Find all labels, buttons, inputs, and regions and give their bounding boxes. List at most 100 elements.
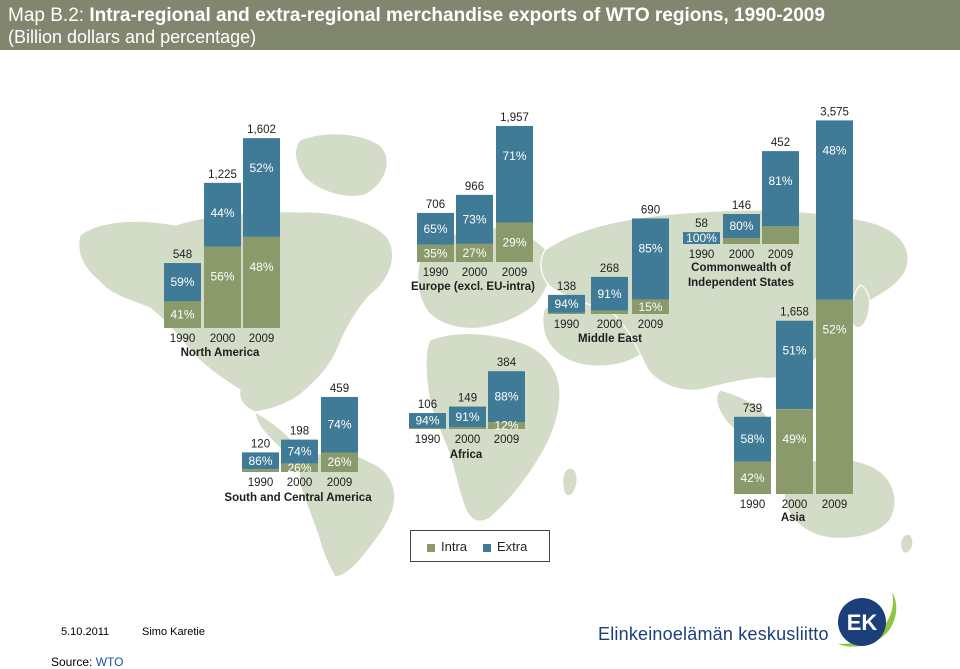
bar-intra — [409, 428, 446, 429]
total-label: 459 — [330, 383, 349, 395]
bar-extra — [762, 151, 799, 227]
source-note: Source: WTO — [51, 655, 123, 669]
bar-extra — [734, 416, 771, 462]
year-label: 1990 — [248, 477, 274, 489]
year-label: 2009 — [502, 267, 528, 279]
year-label: 2009 — [249, 333, 275, 345]
bar-extra — [281, 439, 318, 464]
total-label: 149 — [458, 393, 477, 405]
title-main: Intra-regional and extra-regional mercha… — [89, 5, 825, 26]
bar-intra — [734, 461, 771, 494]
year-label: 2009 — [822, 499, 848, 511]
legend-item-extra: Extra — [483, 539, 527, 554]
intra-pct-label: 48% — [249, 260, 273, 274]
region-label: Africa — [450, 449, 483, 461]
bar-extra — [683, 232, 720, 244]
year-label: 2000 — [782, 499, 808, 511]
bar-extra — [488, 371, 525, 423]
bar-extra — [321, 396, 358, 453]
year-label: 1990 — [740, 499, 766, 511]
extra-pct-label: 94% — [415, 414, 439, 428]
bar-intra — [417, 244, 454, 262]
footer-author: Simo Karetie — [142, 626, 205, 638]
total-label: 120 — [251, 438, 270, 450]
total-label: 452 — [771, 137, 790, 149]
intra-pct-label: 26% — [327, 455, 351, 469]
extra-pct-label: 88% — [494, 390, 518, 404]
bar-extra — [496, 125, 533, 223]
region-label: North America — [181, 347, 260, 359]
extra-pct-label: 91% — [455, 410, 479, 424]
extra-pct-label: 44% — [210, 206, 234, 220]
bar-intra — [488, 422, 525, 429]
year-label: 2009 — [768, 249, 794, 261]
bar-extra — [816, 120, 853, 300]
bar-intra — [496, 222, 533, 262]
bar-intra — [548, 312, 585, 314]
year-label: 2009 — [638, 319, 664, 331]
extra-pct-label: 85% — [638, 241, 662, 255]
total-label: 198 — [290, 426, 309, 438]
intra-pct-label: 12% — [494, 419, 518, 433]
year-label: 1990 — [423, 267, 449, 279]
bar-extra — [632, 218, 669, 300]
total-label: 138 — [557, 281, 576, 293]
source-link[interactable]: WTO — [95, 655, 124, 669]
legend: Intra Extra — [410, 530, 550, 562]
total-label: 3,575 — [820, 106, 849, 118]
total-label: 1,957 — [500, 112, 529, 124]
legend-swatch-extra — [483, 543, 491, 552]
total-label: 548 — [173, 249, 192, 261]
land-madagascar — [562, 467, 578, 497]
year-label: 2000 — [210, 333, 236, 345]
year-label: 2000 — [462, 267, 488, 279]
year-label: 2000 — [455, 434, 481, 446]
bar-extra — [776, 320, 813, 410]
bar-intra — [456, 243, 493, 262]
bar-extra — [242, 452, 279, 470]
bar-extra — [164, 263, 201, 302]
total-label: 739 — [743, 403, 762, 415]
total-label: 268 — [600, 263, 619, 275]
year-label: 2009 — [494, 434, 520, 446]
organization-name: Elinkeinoelämän keskusliitto — [598, 624, 829, 644]
bar-intra — [632, 299, 669, 314]
total-label: 106 — [418, 399, 437, 411]
bar-intra — [449, 426, 486, 429]
title-prefix: Map B.2: — [8, 5, 90, 26]
extra-pct-label: 48% — [822, 143, 846, 157]
bar-intra — [242, 469, 279, 472]
title-banner: Map B.2: Intra-regional and extra-region… — [0, 0, 960, 50]
bar-extra — [591, 276, 628, 311]
total-label: 690 — [641, 204, 660, 216]
intra-pct-label: 29% — [502, 235, 526, 249]
source-prefix: Source: — [51, 655, 96, 669]
extra-pct-label: 65% — [423, 222, 447, 236]
bar-extra — [456, 194, 493, 244]
bar-intra — [281, 463, 318, 472]
extra-pct-label: 58% — [740, 432, 764, 446]
extra-pct-label: 91% — [597, 287, 621, 301]
chart-title: Map B.2: Intra-regional and extra-region… — [8, 5, 825, 27]
ek-logo-icon: EK — [838, 592, 897, 647]
total-label: 1,225 — [208, 169, 237, 181]
labels-layer: 548 59% 41% 1990 1,225 44% 56% 2000 1,602 52% 48% 2… — [170, 106, 849, 524]
legend-swatch-intra — [427, 543, 435, 552]
bar-intra — [243, 236, 280, 328]
year-label: 2000 — [597, 319, 623, 331]
total-label: 1,602 — [247, 124, 276, 136]
extra-pct-label: 81% — [768, 174, 792, 188]
intra-pct-label: 26% — [287, 461, 311, 475]
bar-extra — [243, 138, 280, 237]
year-label: 2009 — [327, 477, 353, 489]
intra-pct-label: 27% — [462, 246, 486, 260]
legend-item-intra: Intra — [427, 539, 467, 554]
intra-pct-label: 41% — [170, 308, 194, 322]
world-map-chart: 548 59% 41% 1990 1,225 44% 56% 2000 1,602 52% 48% 2… — [78, 106, 914, 577]
region-label: Middle East — [578, 333, 642, 345]
intra-pct-label: 42% — [740, 471, 764, 485]
intra-pct-label: 35% — [423, 246, 447, 260]
chart-subtitle: (Billion dollars and percentage) — [8, 27, 257, 47]
extra-pct-label: 100% — [686, 231, 717, 245]
bar-intra — [321, 452, 358, 472]
